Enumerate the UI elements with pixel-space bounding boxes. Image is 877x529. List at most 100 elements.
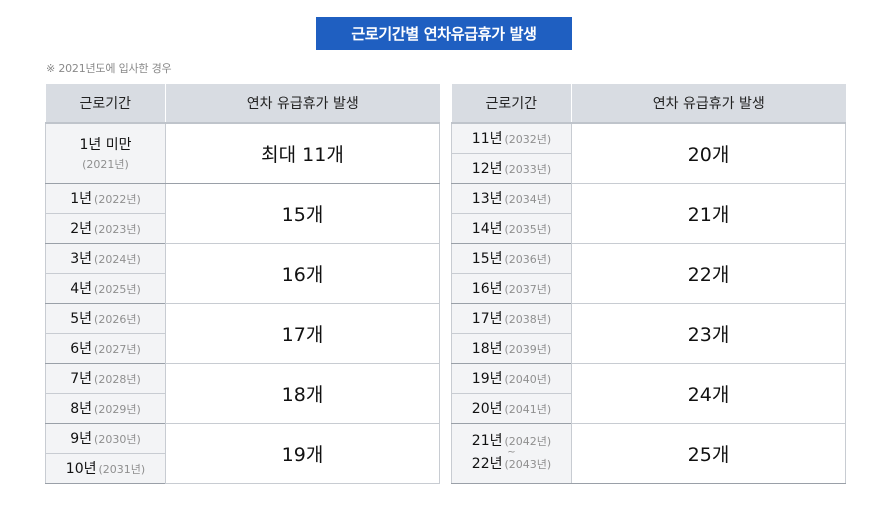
period-cell: 3년 (2024년)	[45, 242, 166, 274]
table-row: 20년 (2041년)	[451, 392, 846, 424]
page-title: 근로기간별 연차유급휴가 발생	[316, 17, 572, 50]
period-label: 10년	[65, 461, 97, 477]
year-label: (2039년)	[504, 343, 552, 356]
period-cell: 17년 (2038년)	[451, 302, 572, 334]
table-row: 18년 (2039년)	[451, 332, 846, 364]
period-label: 17년	[471, 311, 503, 327]
leave-count: 17개	[165, 302, 440, 364]
period-cell: 8년 (2029년)	[45, 392, 166, 424]
year-label: (2027년)	[94, 343, 141, 356]
table-row: 7년 (2028년) 18개	[45, 362, 440, 424]
year-label: (2028년)	[94, 373, 141, 386]
table-row: 5년 (2026년) 17개	[45, 302, 440, 364]
year-label: (2034년)	[504, 193, 552, 206]
period-cell: 12년 (2033년)	[451, 152, 572, 184]
left-leave-table: 근로기간 연차 유급휴가 발생 1년 미만 (2021년) 최대 11개 1년(…	[45, 84, 440, 484]
year-label: (2032년)	[504, 133, 552, 147]
leave-count: 25개	[571, 422, 846, 484]
period-label: 5년	[70, 311, 93, 327]
period-cell: 11년 (2032년)	[451, 122, 572, 154]
period-cell: 4년 (2025년)	[45, 272, 166, 304]
period-label: 13년	[471, 191, 503, 207]
leave-count: 23개	[571, 302, 846, 364]
period-cell: 5년 (2026년)	[45, 302, 166, 334]
leave-count: 16개	[165, 242, 440, 304]
year-label: (2042년)	[504, 435, 552, 448]
header-period: 근로기간	[45, 84, 166, 124]
year-label: (2024년)	[94, 253, 141, 266]
leave-count: 15개	[165, 182, 440, 244]
period-label: 22년	[471, 456, 503, 472]
table-row: 16년 (2037년)	[451, 272, 846, 304]
table-row: 9년 (2030년) 19개	[45, 422, 440, 484]
period-cell: 7년 (2028년)	[45, 362, 166, 394]
period-label: 1년	[70, 191, 93, 207]
table-row: 6년 (2027년)	[45, 332, 440, 364]
range-separator: ~	[507, 447, 516, 458]
table-row: 13년 (2034년) 21개	[451, 182, 846, 244]
period-label: 20년	[471, 401, 503, 417]
table-row: 15년 (2036년) 22개	[451, 242, 846, 304]
year-label: (2041년)	[504, 403, 552, 416]
header-period: 근로기간	[451, 84, 572, 124]
table-row: 14년 (2035년)	[451, 212, 846, 244]
period-cell: 1년 미만 (2021년)	[45, 122, 166, 184]
year-label: (2043년)	[504, 458, 552, 471]
right-leave-table: 근로기간 연차 유급휴가 발생 11년 (2032년) 20개 12년 (2033년…	[451, 84, 846, 484]
table-row: 10년 (2031년)	[45, 452, 440, 484]
year-label: (2029년)	[94, 403, 141, 416]
table-row: 21년 (2042년) ~ 22년 (2043년) 25개	[451, 422, 846, 484]
period-cell: 14년 (2035년)	[451, 212, 572, 244]
year-label: (2021년)	[82, 158, 129, 172]
period-label: 19년	[471, 371, 503, 387]
period-label: 2년	[70, 221, 93, 237]
leave-count: 18개	[165, 362, 440, 424]
period-label: 11년	[471, 131, 503, 148]
period-label: 12년	[471, 161, 503, 177]
year-label: (2035년)	[504, 223, 552, 236]
header-leave: 연차 유급휴가 발생	[165, 84, 440, 124]
period-label: 3년	[70, 251, 93, 267]
year-label: (2037년)	[504, 283, 552, 296]
year-label: (2022년)	[94, 193, 141, 206]
period-range-cell: 21년 (2042년) ~ 22년 (2043년)	[451, 422, 572, 484]
leave-count: 20개	[571, 122, 846, 184]
year-label: (2023년)	[94, 223, 141, 236]
period-label: 6년	[70, 341, 93, 357]
table-row: 19년 (2040년) 24개	[451, 362, 846, 424]
period-cell: 9년 (2030년)	[45, 422, 166, 454]
table-row: 4년 (2025년)	[45, 272, 440, 304]
year-label: (2030년)	[94, 433, 141, 446]
period-cell: 15년 (2036년)	[451, 242, 572, 274]
period-label: 16년	[471, 281, 503, 297]
period-label: 1년 미만	[79, 137, 132, 154]
table-row: 1년 (2022년) 15개	[45, 182, 440, 244]
period-label: 14년	[471, 221, 503, 237]
period-cell: 19년 (2040년)	[451, 362, 572, 394]
table-row: 3년 (2024년) 16개	[45, 242, 440, 304]
year-label: (2040년)	[504, 373, 552, 386]
leave-count: 19개	[165, 422, 440, 484]
header-leave: 연차 유급휴가 발생	[571, 84, 846, 124]
table-row: 12년 (2033년)	[451, 152, 846, 184]
leave-count: 24개	[571, 362, 846, 424]
period-label: 18년	[471, 341, 503, 357]
year-label: (2026년)	[94, 313, 141, 326]
period-label: 15년	[471, 251, 503, 267]
table-row: 11년 (2032년) 20개	[451, 122, 846, 184]
year-label: (2031년)	[98, 463, 146, 476]
period-cell: 16년 (2037년)	[451, 272, 572, 304]
period-label: 21년	[471, 433, 503, 449]
period-label: 4년	[70, 281, 93, 297]
period-label: 7년	[70, 371, 93, 387]
year-label: (2036년)	[504, 253, 552, 266]
period-label: 8년	[70, 401, 93, 417]
leave-count: 최대 11개	[165, 122, 440, 184]
note-text: ※ 2021년도에 입사한 경우	[46, 62, 172, 75]
period-cell: 6년 (2027년)	[45, 332, 166, 364]
period-cell: 2년 (2023년)	[45, 212, 166, 244]
period-cell: 18년 (2039년)	[451, 332, 572, 364]
period-cell: 20년 (2041년)	[451, 392, 572, 424]
year-label: (2025년)	[94, 283, 141, 296]
table-row: 2년 (2023년)	[45, 212, 440, 244]
